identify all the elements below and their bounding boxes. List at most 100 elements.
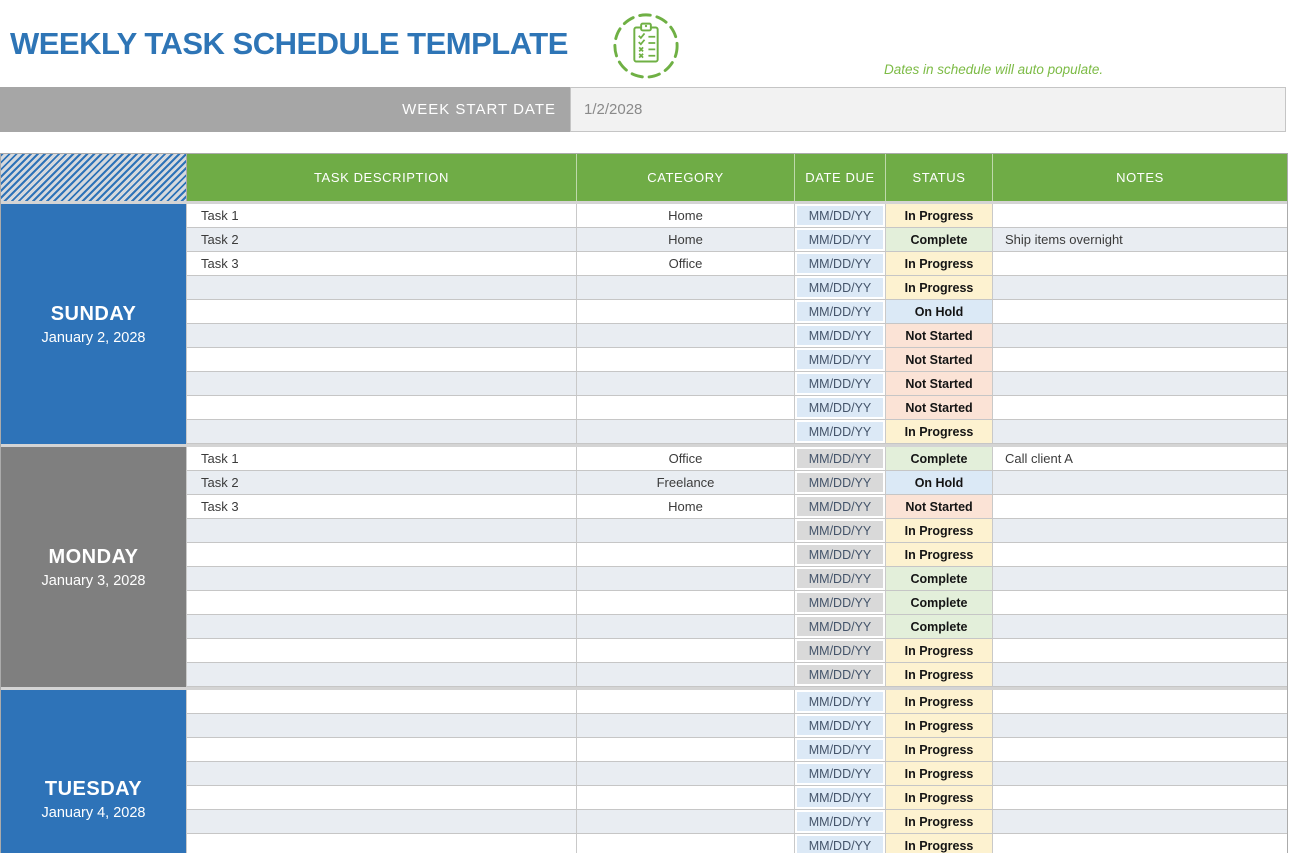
notes-cell[interactable] — [993, 519, 1287, 542]
notes-cell[interactable] — [993, 762, 1287, 785]
category-cell[interactable]: Office — [577, 252, 795, 275]
status-cell[interactable]: Complete — [886, 567, 993, 590]
status-cell[interactable]: Complete — [886, 615, 993, 638]
date-due-cell[interactable]: MM/DD/YY — [795, 420, 886, 443]
week-start-date-input[interactable]: 1/2/2028 — [570, 87, 1286, 132]
notes-cell[interactable] — [993, 471, 1287, 494]
date-due-cell[interactable]: MM/DD/YY — [795, 348, 886, 371]
status-cell[interactable]: Complete — [886, 228, 993, 251]
task-description-cell[interactable]: Task 3 — [187, 495, 577, 518]
category-cell[interactable] — [577, 300, 795, 323]
task-description-cell[interactable] — [187, 300, 577, 323]
task-description-cell[interactable] — [187, 396, 577, 419]
status-cell[interactable]: In Progress — [886, 420, 993, 443]
notes-cell[interactable] — [993, 738, 1287, 761]
category-cell[interactable]: Office — [577, 447, 795, 470]
date-due-cell[interactable]: MM/DD/YY — [795, 495, 886, 518]
date-due-cell[interactable]: MM/DD/YY — [795, 714, 886, 737]
status-cell[interactable]: Not Started — [886, 372, 993, 395]
task-description-cell[interactable] — [187, 372, 577, 395]
status-cell[interactable]: In Progress — [886, 639, 993, 662]
task-description-cell[interactable] — [187, 591, 577, 614]
task-description-cell[interactable] — [187, 738, 577, 761]
category-cell[interactable] — [577, 615, 795, 638]
date-due-cell[interactable]: MM/DD/YY — [795, 810, 886, 833]
task-description-cell[interactable] — [187, 834, 577, 853]
date-due-cell[interactable]: MM/DD/YY — [795, 519, 886, 542]
notes-cell[interactable] — [993, 663, 1287, 686]
notes-cell[interactable] — [993, 300, 1287, 323]
category-cell[interactable]: Home — [577, 495, 795, 518]
task-description-cell[interactable] — [187, 543, 577, 566]
category-cell[interactable]: Freelance — [577, 471, 795, 494]
task-description-cell[interactable] — [187, 615, 577, 638]
category-cell[interactable] — [577, 543, 795, 566]
date-due-cell[interactable]: MM/DD/YY — [795, 639, 886, 662]
task-description-cell[interactable] — [187, 276, 577, 299]
status-cell[interactable]: Not Started — [886, 348, 993, 371]
category-cell[interactable] — [577, 639, 795, 662]
notes-cell[interactable] — [993, 372, 1287, 395]
status-cell[interactable]: In Progress — [886, 714, 993, 737]
date-due-cell[interactable]: MM/DD/YY — [795, 447, 886, 470]
category-cell[interactable] — [577, 810, 795, 833]
notes-cell[interactable] — [993, 690, 1287, 713]
task-description-cell[interactable]: Task 1 — [187, 204, 577, 227]
status-cell[interactable]: Not Started — [886, 396, 993, 419]
task-description-cell[interactable]: Task 2 — [187, 471, 577, 494]
category-cell[interactable] — [577, 834, 795, 853]
notes-cell[interactable] — [993, 276, 1287, 299]
notes-cell[interactable] — [993, 543, 1287, 566]
date-due-cell[interactable]: MM/DD/YY — [795, 663, 886, 686]
task-description-cell[interactable]: Task 2 — [187, 228, 577, 251]
category-cell[interactable]: Home — [577, 228, 795, 251]
date-due-cell[interactable]: MM/DD/YY — [795, 228, 886, 251]
status-cell[interactable]: In Progress — [886, 810, 993, 833]
date-due-cell[interactable]: MM/DD/YY — [795, 834, 886, 853]
notes-cell[interactable] — [993, 204, 1287, 227]
notes-cell[interactable] — [993, 834, 1287, 853]
category-cell[interactable] — [577, 348, 795, 371]
notes-cell[interactable] — [993, 396, 1287, 419]
status-cell[interactable]: On Hold — [886, 300, 993, 323]
status-cell[interactable]: In Progress — [886, 519, 993, 542]
task-description-cell[interactable] — [187, 567, 577, 590]
date-due-cell[interactable]: MM/DD/YY — [795, 690, 886, 713]
date-due-cell[interactable]: MM/DD/YY — [795, 543, 886, 566]
status-cell[interactable]: In Progress — [886, 543, 993, 566]
status-cell[interactable]: In Progress — [886, 276, 993, 299]
notes-cell[interactable] — [993, 639, 1287, 662]
category-cell[interactable] — [577, 591, 795, 614]
category-cell[interactable] — [577, 276, 795, 299]
date-due-cell[interactable]: MM/DD/YY — [795, 252, 886, 275]
notes-cell[interactable] — [993, 591, 1287, 614]
status-cell[interactable]: Not Started — [886, 495, 993, 518]
notes-cell[interactable] — [993, 252, 1287, 275]
task-description-cell[interactable] — [187, 324, 577, 347]
category-cell[interactable] — [577, 738, 795, 761]
task-description-cell[interactable] — [187, 639, 577, 662]
status-cell[interactable]: In Progress — [886, 663, 993, 686]
status-cell[interactable]: In Progress — [886, 834, 993, 853]
date-due-cell[interactable]: MM/DD/YY — [795, 276, 886, 299]
category-cell[interactable] — [577, 690, 795, 713]
status-cell[interactable]: Complete — [886, 447, 993, 470]
notes-cell[interactable] — [993, 495, 1287, 518]
date-due-cell[interactable]: MM/DD/YY — [795, 738, 886, 761]
task-description-cell[interactable] — [187, 690, 577, 713]
date-due-cell[interactable]: MM/DD/YY — [795, 591, 886, 614]
task-description-cell[interactable] — [187, 663, 577, 686]
notes-cell[interactable] — [993, 615, 1287, 638]
notes-cell[interactable] — [993, 714, 1287, 737]
notes-cell[interactable] — [993, 324, 1287, 347]
status-cell[interactable]: Not Started — [886, 324, 993, 347]
category-cell[interactable] — [577, 519, 795, 542]
task-description-cell[interactable] — [187, 519, 577, 542]
date-due-cell[interactable]: MM/DD/YY — [795, 396, 886, 419]
task-description-cell[interactable] — [187, 348, 577, 371]
category-cell[interactable] — [577, 762, 795, 785]
date-due-cell[interactable]: MM/DD/YY — [795, 471, 886, 494]
date-due-cell[interactable]: MM/DD/YY — [795, 615, 886, 638]
notes-cell[interactable] — [993, 420, 1287, 443]
date-due-cell[interactable]: MM/DD/YY — [795, 204, 886, 227]
